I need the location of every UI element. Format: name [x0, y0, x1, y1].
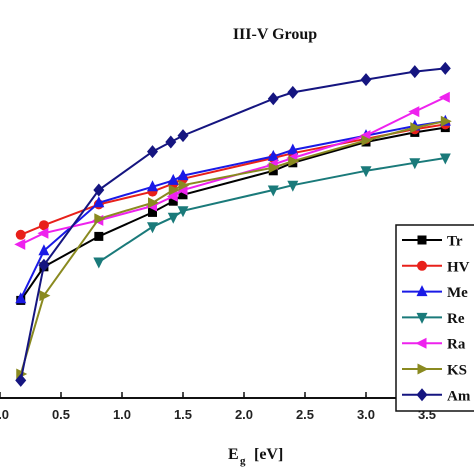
- x-axis-label: E g [eV]: [228, 446, 283, 467]
- x-tick-label: 3.0: [357, 407, 375, 422]
- data-point-ra-10: [438, 91, 450, 103]
- x-axis-label-sub: g: [240, 455, 246, 467]
- data-point-me-7: [287, 143, 299, 155]
- legend-label: Ra: [447, 337, 466, 353]
- legend-item-re: Re: [402, 311, 465, 327]
- data-point-ks-3: [148, 197, 159, 209]
- legend-marker-ks: [417, 363, 429, 375]
- x-tick-label: 2.5: [296, 407, 314, 422]
- data-point-ks-6: [268, 162, 280, 174]
- legend-item-me: Me: [402, 285, 468, 301]
- data-point-am-10: [439, 61, 451, 75]
- data-point-me-1: [38, 244, 50, 256]
- data-point-am-6: [267, 92, 279, 106]
- legend-marker-am: [416, 388, 428, 402]
- data-point-re-6: [360, 166, 372, 178]
- legend: Tr HV Me Re Ra KS Am: [395, 224, 474, 412]
- legend-marker-me: [416, 285, 428, 297]
- legend-item-am: Am: [402, 388, 471, 404]
- data-point-ra-4: [166, 190, 178, 202]
- x-ticks: 0.00.51.01.52.02.53.03.5: [0, 392, 436, 422]
- data-point-am-5: [177, 129, 189, 143]
- data-point-am-9: [409, 65, 421, 79]
- data-point-re-3: [177, 206, 189, 218]
- data-point-ks-4: [168, 184, 180, 196]
- data-point-ks-7: [288, 155, 300, 167]
- x-tick-label: 2.0: [235, 407, 253, 422]
- legend-label: Am: [447, 388, 471, 404]
- legend-marker-hv: [417, 260, 427, 271]
- legend-items: Tr HV Me Re Ra KS Am: [402, 234, 471, 404]
- series-re: [93, 153, 451, 269]
- data-point-ks-1: [39, 290, 51, 302]
- x-tick-label: 0.5: [52, 407, 70, 422]
- x-axis-label-main: E: [228, 446, 239, 463]
- data-point-am-3: [147, 145, 158, 159]
- data-point-re-8: [439, 153, 451, 165]
- data-point-me-2: [93, 196, 105, 208]
- legend-label: KS: [447, 363, 467, 379]
- data-point-ks-8: [361, 134, 373, 146]
- data-point-ra-9: [408, 106, 420, 118]
- x-tick-label: 1.5: [174, 407, 192, 422]
- legend-label: Tr: [447, 234, 463, 250]
- data-point-ra-0: [14, 238, 26, 250]
- legend-marker-re: [416, 312, 428, 324]
- data-point-ks-9: [410, 122, 422, 134]
- data-point-ks-2: [94, 213, 106, 225]
- x-tick-label: 0.0: [0, 407, 9, 422]
- data-point-re-1: [147, 222, 158, 234]
- legend-label: Me: [447, 285, 468, 301]
- data-point-hv-0: [15, 229, 26, 240]
- data-point-hv-1: [38, 220, 49, 231]
- data-point-tr-3: [148, 207, 157, 217]
- legend-label: Re: [447, 311, 465, 327]
- data-point-re-7: [409, 158, 421, 170]
- data-point-am-4: [165, 135, 177, 149]
- data-point-ks-10: [440, 115, 452, 127]
- data-point-am-8: [360, 73, 372, 87]
- series-am: [15, 61, 451, 387]
- legend-marker-ra: [415, 337, 427, 349]
- legend-item-ks: KS: [402, 363, 467, 379]
- data-point-re-2: [167, 212, 179, 224]
- legend-item-tr: Tr: [402, 234, 463, 250]
- data-point-me-5: [177, 169, 189, 181]
- data-point-am-7: [287, 85, 299, 99]
- legend-marker-tr: [417, 235, 427, 245]
- data-point-am-0: [15, 373, 27, 387]
- series-layer: [14, 61, 452, 387]
- data-point-me-6: [267, 149, 279, 161]
- data-point-am-1: [38, 258, 50, 272]
- data-point-am-2: [93, 183, 105, 197]
- data-point-tr-4: [168, 196, 178, 206]
- legend-item-hv: HV: [402, 259, 470, 275]
- x-axis-label-unit: [eV]: [254, 446, 283, 463]
- data-point-tr-2: [94, 231, 104, 241]
- x-tick-label: 1.0: [113, 407, 131, 422]
- data-point-me-0: [15, 292, 27, 304]
- legend-label: HV: [447, 259, 470, 275]
- series-ks: [16, 115, 452, 380]
- chart-title: III-V Group: [233, 26, 317, 43]
- data-point-re-0: [93, 257, 105, 269]
- data-point-ra-1: [37, 227, 49, 239]
- data-point-me-4: [167, 173, 179, 185]
- data-point-tr-5: [178, 190, 188, 200]
- data-point-me-3: [147, 180, 158, 192]
- data-point-re-5: [287, 180, 299, 192]
- data-point-re-4: [267, 185, 279, 197]
- data-point-ks-5: [178, 179, 190, 191]
- legend-item-ra: Ra: [402, 337, 466, 353]
